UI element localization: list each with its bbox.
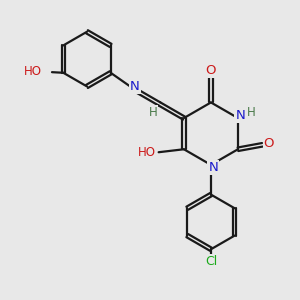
- Text: N: N: [208, 161, 218, 174]
- Text: N: N: [236, 109, 245, 122]
- Text: Cl: Cl: [205, 255, 217, 268]
- Text: O: O: [264, 137, 274, 150]
- Text: HO: HO: [24, 65, 42, 78]
- Text: N: N: [130, 80, 140, 93]
- Text: O: O: [206, 64, 216, 77]
- Text: HO: HO: [138, 146, 156, 159]
- Text: H: H: [247, 106, 256, 119]
- Text: H: H: [148, 106, 157, 119]
